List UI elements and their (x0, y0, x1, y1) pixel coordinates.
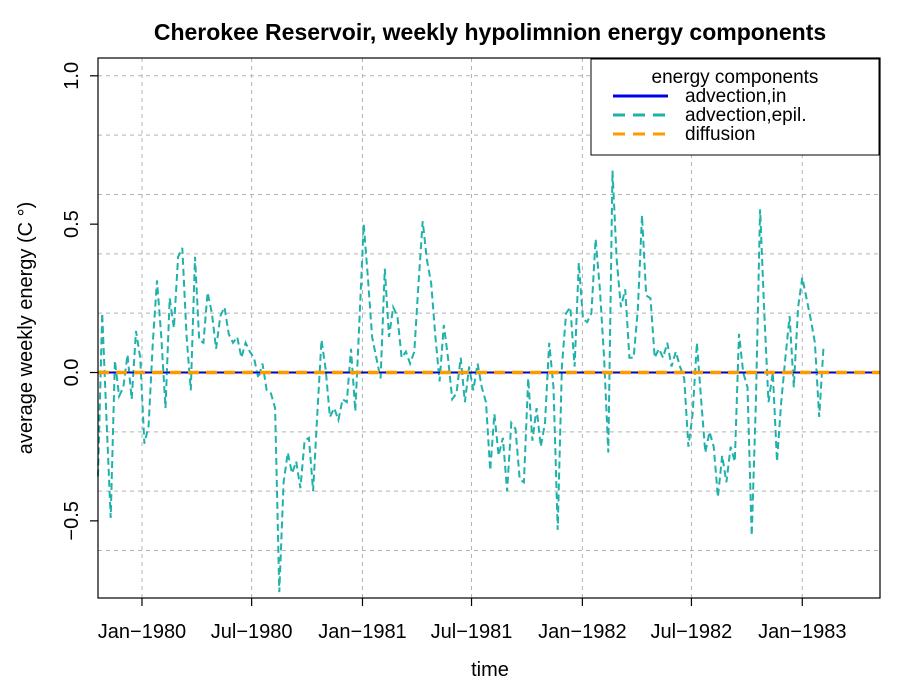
legend-box (590, 58, 880, 156)
series-layer (97, 170, 880, 593)
legend-label: diffusion (685, 124, 755, 145)
chart-title: Cherokee Reservoir, weekly hypolimnion e… (154, 19, 826, 45)
legend-label: advection,in (685, 86, 786, 107)
y-axis-label: average weekly energy (C °) (15, 202, 37, 455)
x-tick-label: Jul−1982 (651, 621, 733, 643)
x-tick-label: Jan−1981 (318, 621, 406, 643)
legend-title: energy components (652, 67, 819, 88)
plot-frame (97, 57, 881, 599)
x-tick-label: Jan−1980 (98, 621, 186, 643)
x-tick-label: Jul−1980 (211, 621, 293, 643)
x-axis-label: time (471, 659, 509, 681)
x-axis: Jan−1980 Jul−1980 Jan−1981 Jul−1981 Jan−1982… (98, 598, 846, 643)
y-axis: −0.5 0.0 0.5 1.0 (61, 62, 98, 541)
x-tick-label: Jan−1982 (538, 621, 626, 643)
x-tick-label: Jan−1983 (758, 621, 846, 643)
y-tick-label: 0.0 (61, 359, 83, 387)
x-tick-label: Jul−1981 (431, 621, 513, 643)
legend-label: advection,epil. (685, 105, 806, 126)
y-tick-label: −0.5 (61, 501, 83, 540)
legend: energy components advection,inadvection,… (590, 58, 880, 156)
y-tick-label: 1.0 (61, 62, 83, 90)
y-tick-label: 0.5 (61, 210, 83, 238)
series-line-advection-epil- (97, 170, 825, 593)
